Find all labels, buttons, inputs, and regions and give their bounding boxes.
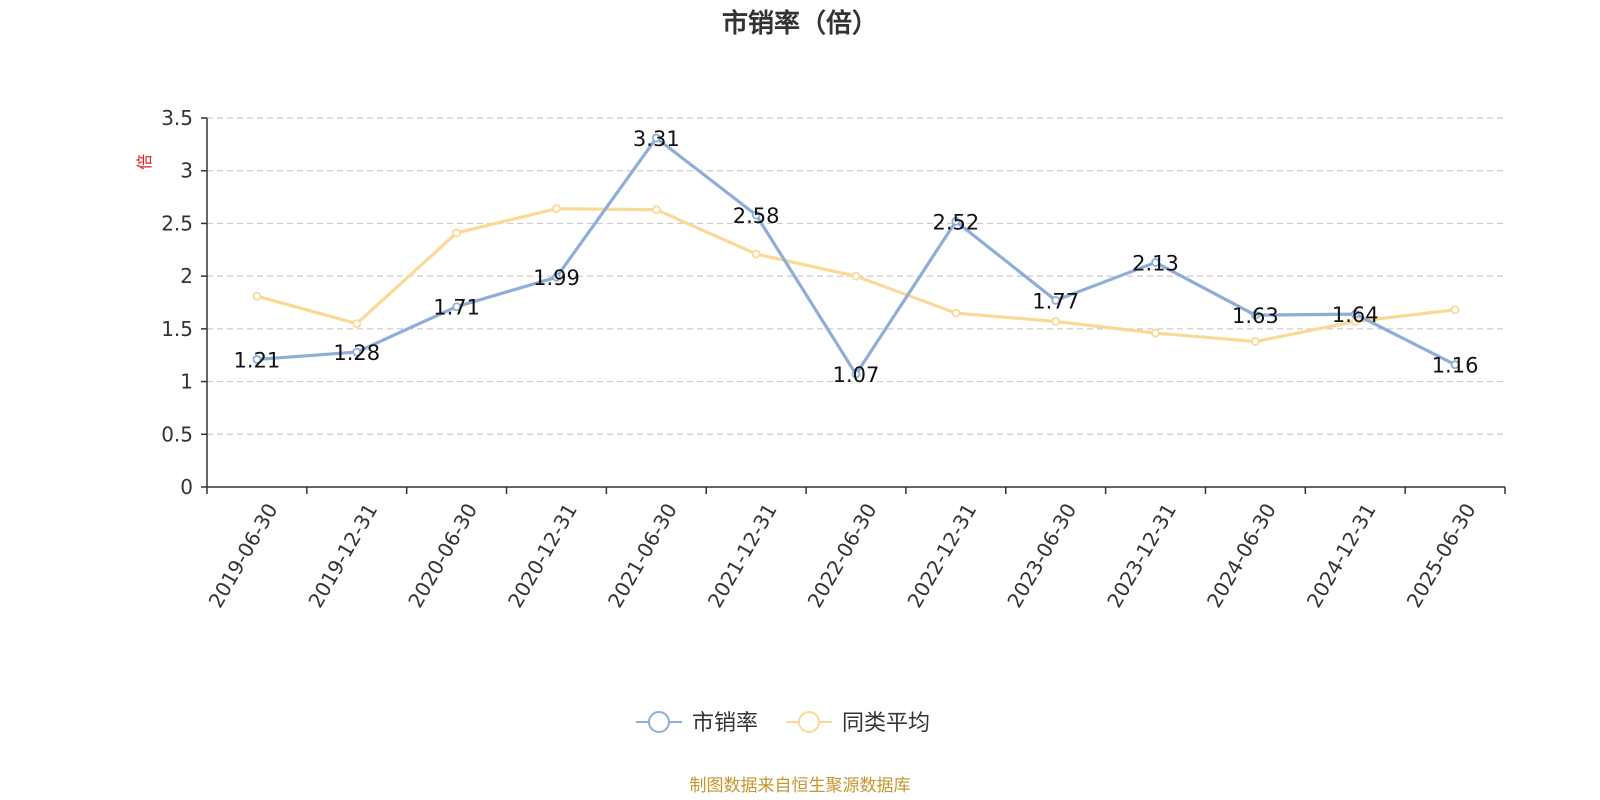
x-tick-label: 2024-06-30 xyxy=(1202,499,1281,612)
grid-lines xyxy=(207,117,1505,435)
series-point-main xyxy=(1051,295,1061,305)
legend-item-average[interactable]: 同类平均 xyxy=(786,711,930,736)
series-point-average xyxy=(1151,328,1160,338)
y-tick-label: 2.5 xyxy=(161,211,193,235)
x-tick-label: 2024-12-31 xyxy=(1302,499,1381,612)
y-axis-unit: 倍 xyxy=(135,154,154,170)
series-point-average xyxy=(1250,337,1260,346)
series-point-main xyxy=(552,272,561,282)
series-point-average xyxy=(1450,305,1460,315)
legend-label: 市销率 xyxy=(692,711,758,736)
series-point-average xyxy=(751,249,761,259)
series-point-main xyxy=(651,133,661,143)
data-label: 1.21 xyxy=(234,348,281,372)
data-label: 1.28 xyxy=(333,341,380,365)
series-point-average xyxy=(452,228,462,238)
series-point-average xyxy=(552,204,561,214)
x-tick-label: 2021-12-31 xyxy=(703,499,782,612)
x-tick-label: 2019-12-31 xyxy=(303,499,382,612)
x-tick-label: 2025-06-30 xyxy=(1402,499,1481,612)
chart-title: 市销率（倍） xyxy=(722,8,878,39)
legend-item-main[interactable]: 市销率 xyxy=(636,711,758,736)
x-tick-label: 2023-12-31 xyxy=(1102,499,1181,612)
series-point-main xyxy=(1450,360,1460,370)
series-point-average xyxy=(252,291,262,301)
data-label: 1.99 xyxy=(533,266,580,290)
data-label: 1.77 xyxy=(1032,289,1079,313)
legend-marker-icon xyxy=(648,711,670,733)
x-tick-label: 2020-06-30 xyxy=(403,499,482,612)
y-tick-label: 0 xyxy=(180,475,193,499)
x-axis: 2019-06-30 2019-12-31 2020-06-30 2020-12-31… xyxy=(204,486,1506,612)
series-point-average xyxy=(1051,317,1061,326)
y-tick-label: 1.5 xyxy=(161,317,193,341)
source-note: 制图数据来自恒生聚源数据库 xyxy=(690,776,911,796)
series-point-main xyxy=(851,369,861,379)
series-point-average xyxy=(951,308,961,318)
data-label: 1.63 xyxy=(1232,304,1279,328)
data-label: 2.58 xyxy=(733,204,780,228)
data-label: 2.13 xyxy=(1132,251,1179,275)
series-point-main xyxy=(252,355,262,364)
x-tick-label: 2021-06-30 xyxy=(603,499,682,612)
series-point-main xyxy=(751,210,761,220)
y-tick-label: 3 xyxy=(180,159,193,183)
x-tick-label: 2019-06-30 xyxy=(204,499,283,612)
series-point-main xyxy=(352,347,362,357)
data-label: 1.16 xyxy=(1432,354,1479,378)
series-point-main xyxy=(951,216,961,226)
series-point-average xyxy=(352,319,362,328)
series-point-main xyxy=(1350,309,1360,319)
series-point-main xyxy=(1151,258,1160,267)
data-label: 3.31 xyxy=(633,127,680,151)
y-tick-label: 3.5 xyxy=(161,106,193,130)
data-labels: 1.21 1.28 1.71 1.99 3.31 2.58 1.07 2.52 1.77 2.13… xyxy=(234,127,1479,387)
series-point-main xyxy=(1250,310,1260,320)
x-tick-label: 2022-12-31 xyxy=(902,499,981,612)
data-label: 1.71 xyxy=(433,296,480,320)
legend-label: 同类平均 xyxy=(842,711,930,736)
y-tick-label: 2 xyxy=(180,264,193,288)
data-label: 1.64 xyxy=(1332,303,1379,327)
series-point-average xyxy=(651,205,661,215)
y-axis: 0 0.5 1 1.5 2 2.5 3 3.5 xyxy=(161,106,208,499)
series-group xyxy=(252,133,1460,379)
legend[interactable]: 市销率 同类平均 xyxy=(636,711,930,736)
series-point-average xyxy=(851,271,861,281)
series-point-main xyxy=(452,302,462,312)
data-label: 1.07 xyxy=(833,363,880,387)
y-tick-label: 1 xyxy=(180,370,193,394)
x-tick-label: 2022-06-30 xyxy=(803,499,882,612)
x-tick-label: 2020-12-31 xyxy=(503,499,582,612)
data-label: 2.52 xyxy=(932,210,979,234)
y-tick-label: 0.5 xyxy=(161,422,193,446)
x-tick-label: 2023-06-30 xyxy=(1002,499,1081,612)
legend-marker-icon xyxy=(798,711,820,733)
